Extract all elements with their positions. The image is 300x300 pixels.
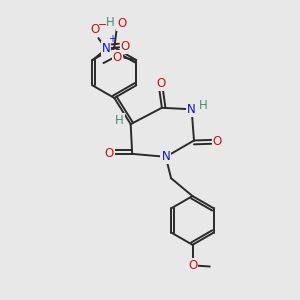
Text: O: O: [90, 23, 100, 36]
Text: −: −: [98, 20, 107, 30]
Text: O: O: [117, 17, 127, 30]
Text: O: O: [104, 147, 114, 161]
Text: H: H: [199, 99, 207, 112]
Text: +: +: [108, 34, 116, 44]
Text: N: N: [187, 103, 196, 116]
Text: H: H: [106, 16, 115, 29]
Text: N: N: [161, 150, 170, 163]
Text: O: O: [112, 51, 122, 64]
Text: O: O: [121, 40, 130, 52]
Text: O: O: [188, 259, 197, 272]
Text: H: H: [115, 114, 124, 127]
Text: O: O: [212, 135, 222, 148]
Text: O: O: [156, 77, 165, 90]
Text: N: N: [101, 42, 110, 55]
